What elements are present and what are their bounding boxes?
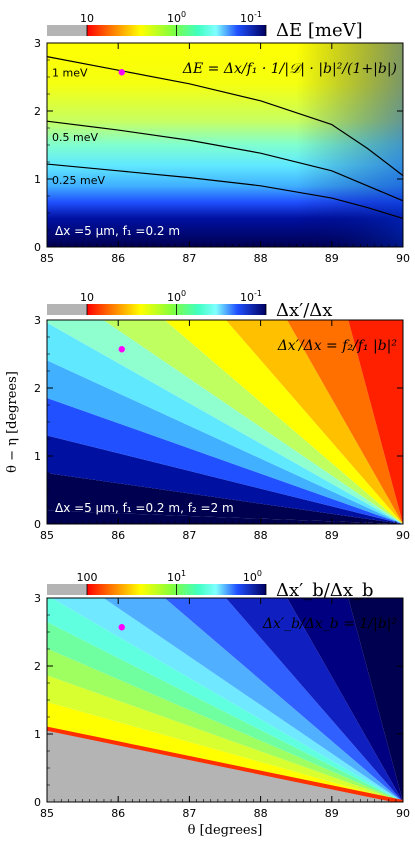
y-axis-label: θ − η [degrees] — [5, 371, 20, 473]
x-tick-label: 85 — [40, 807, 54, 820]
colorbar-title: Δx′_b/Δx_b — [276, 580, 374, 601]
heatmap-band — [348, 598, 403, 802]
contour-line — [46, 56, 404, 177]
formula-label: Δx′/Δx = f₂/f₁ |b|² — [277, 338, 398, 354]
x-tick-label: 90 — [396, 252, 410, 265]
heatmap-band — [47, 473, 403, 524]
x-tick-label: 88 — [254, 252, 268, 265]
heatmap-1 — [47, 43, 403, 247]
x-tick-label: 90 — [396, 807, 410, 820]
x-tick-label: 87 — [182, 252, 196, 265]
colorbar-overflow — [47, 304, 87, 315]
y-tick-label: 0 — [34, 241, 41, 254]
y-tick-label: 1 — [34, 173, 41, 186]
contour-label: 0.5 meV — [52, 131, 98, 144]
contour-line — [46, 120, 404, 202]
y-tick-label: 3 — [34, 37, 41, 50]
x-tick-label: 87 — [182, 529, 196, 542]
colorbar-tick-label: 100 — [167, 10, 186, 25]
formula-label: Δx′_b/Δx_b = 1/|b|² — [262, 616, 397, 632]
y-tick-label: 2 — [34, 660, 41, 673]
y-tick-label: 0 — [34, 518, 41, 531]
formula-label: ΔE = Δx/f₁ · 1/|𝒟| · |b|²/(1+|b|) — [182, 61, 397, 77]
contour-label: 1 meV — [52, 67, 88, 80]
boundary-band — [47, 726, 403, 802]
heatmap-3 — [47, 598, 403, 802]
heatmap-band — [103, 320, 403, 524]
colorbar-tick-label: 100 — [167, 289, 186, 304]
colorbar-tick-label: 100 — [243, 569, 262, 584]
parameter-annotation: Δx =5 μm, f₁ =0.2 m, f₂ =2 m — [55, 501, 234, 515]
y-tick-label: 0 — [34, 796, 41, 809]
x-tick-label: 86 — [111, 252, 125, 265]
x-tick-label: 88 — [254, 529, 268, 542]
chart-panel-3: 85 86 87 88 89 90 0 1 2 3 Δx′_b/Δx_b = 1/|b|² 100 10… — [34, 569, 410, 838]
colorbar-overflow — [47, 25, 87, 36]
heatmap-band — [47, 435, 403, 524]
heatmap-2 — [47, 320, 403, 524]
heatmap-band — [47, 675, 403, 802]
y-tick-label: 2 — [34, 382, 41, 395]
heatmap-band — [164, 598, 403, 802]
chart-panel-2: 85 86 87 88 89 90 0 1 2 3 Δx′/Δx = f₂/f₁ |b|² Δx =5… — [5, 289, 410, 542]
y-tick-label: 3 — [34, 592, 41, 605]
colorbar-overflow — [47, 584, 87, 595]
parameter-annotation: Δx =5 μm, f₁ =0.2 m — [55, 224, 180, 238]
colorbar-tick-label: 10-1 — [240, 10, 262, 25]
heatmap-band — [103, 598, 403, 802]
colorbar-tick-label: 101 — [167, 569, 186, 584]
heatmap-band — [47, 598, 403, 802]
heatmap-band — [348, 320, 403, 524]
colorbar-tick-label: 10 — [80, 12, 94, 25]
heatmap-band — [47, 360, 403, 524]
x-tick-label: 90 — [396, 529, 410, 542]
x-tick-label: 89 — [325, 529, 339, 542]
heatmap-band — [51, 598, 403, 802]
x-tick-label: 87 — [182, 807, 196, 820]
y-tick-label: 1 — [34, 728, 41, 741]
x-tick-label: 88 — [254, 807, 268, 820]
heatmap-band — [47, 322, 403, 524]
heatmap-band — [47, 397, 403, 524]
x-tick-label: 89 — [325, 252, 339, 265]
colorbar-title: Δx′/Δx — [276, 300, 332, 321]
colorbar-tick-label: 10 — [80, 291, 94, 304]
x-axis-label: θ [degrees] — [188, 823, 263, 838]
contour-line — [46, 163, 404, 220]
heatmap-band — [287, 598, 403, 802]
x-tick-label: 85 — [40, 252, 54, 265]
x-tick-label: 86 — [111, 807, 125, 820]
heatmap-band — [225, 598, 403, 802]
heatmap-band — [164, 320, 403, 524]
x-tick-label: 86 — [111, 529, 125, 542]
heatmap-band — [47, 510, 403, 524]
heatmap-band — [47, 648, 403, 802]
chart-panel-1: 1 meV 0.5 meV 0.25 meV 85 86 87 88 89 90 0 1 2 3 ΔE =… — [34, 10, 410, 265]
heatmap-band — [47, 320, 403, 524]
contour-label: 0.25 meV — [52, 174, 105, 187]
y-tick-label: 3 — [34, 314, 41, 327]
colorbar-tick-label: 100 — [77, 571, 98, 584]
heatmap-band — [287, 320, 403, 524]
marker-point — [118, 69, 125, 76]
heatmap-band — [225, 320, 403, 524]
colorbar-tick-label: 10-1 — [240, 289, 262, 304]
marker-point — [118, 624, 125, 631]
x-tick-label: 85 — [40, 529, 54, 542]
heatmap-shading — [47, 43, 403, 247]
x-tick-label: 89 — [325, 807, 339, 820]
colorbar-title: ΔE [meV] — [276, 20, 363, 41]
y-tick-label: 1 — [34, 450, 41, 463]
y-tick-label: 2 — [34, 105, 41, 118]
marker-point — [118, 346, 125, 353]
